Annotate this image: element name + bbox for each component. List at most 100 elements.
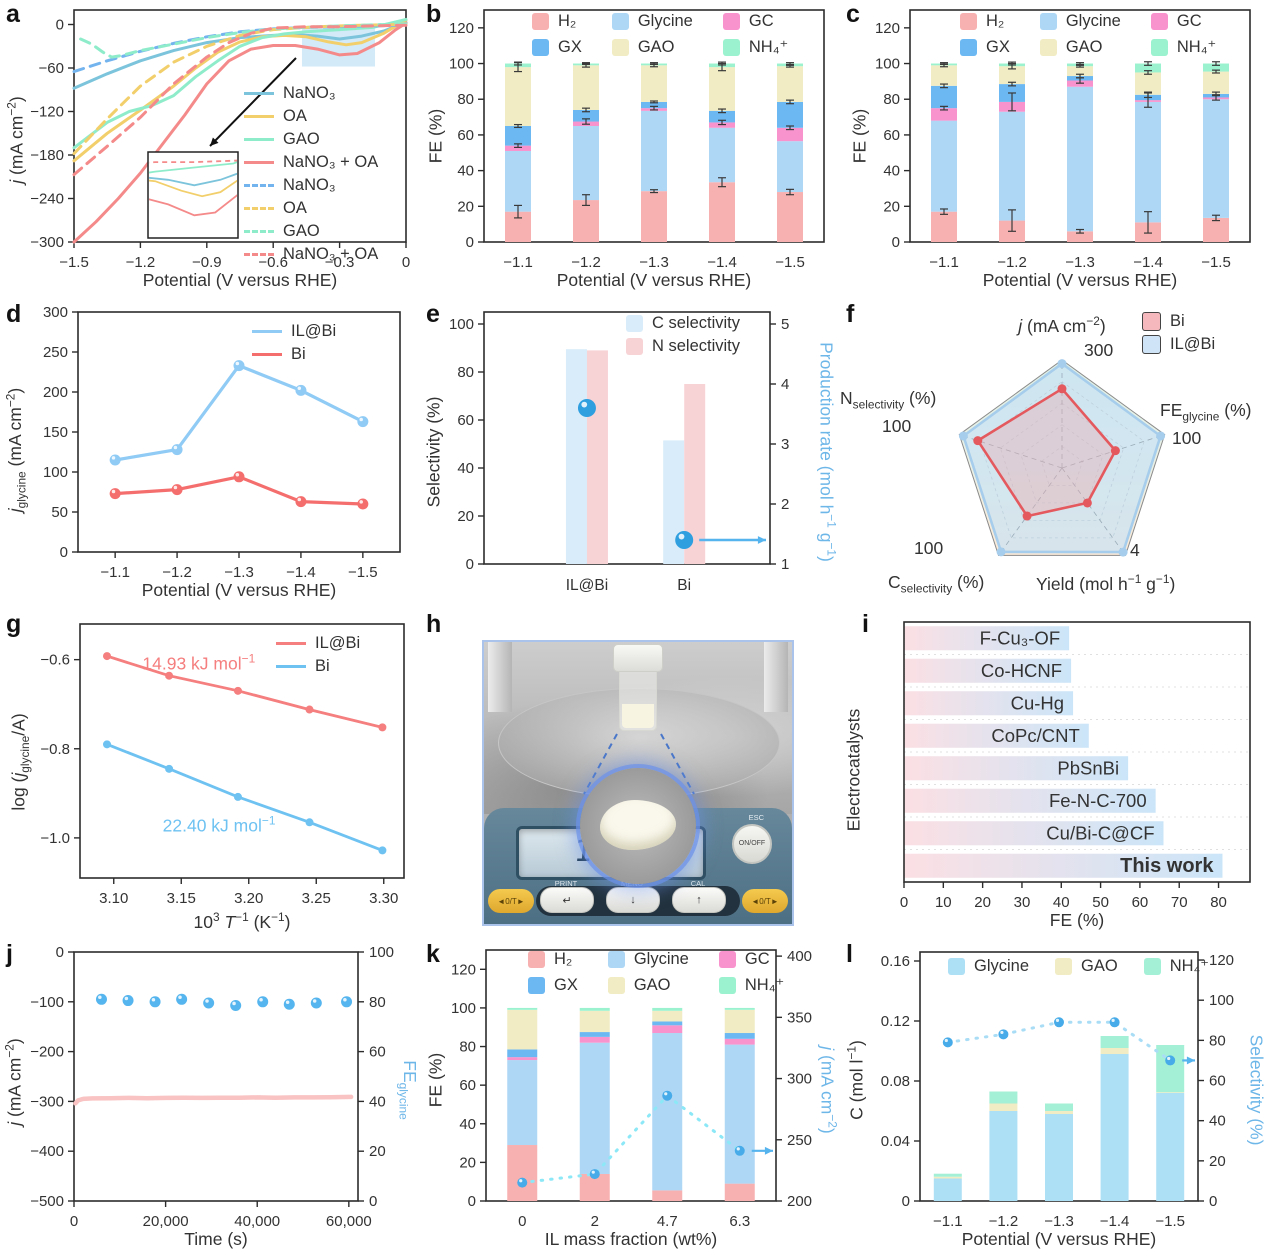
j-x-axis-label: Time (s) — [184, 1229, 248, 1249]
weighing-chamber — [484, 642, 792, 814]
svg-text:20: 20 — [1209, 1153, 1226, 1170]
legend-item: NaNO₃ + OA — [244, 153, 378, 172]
legend-swatch — [1039, 38, 1057, 56]
legend-item: NH₄⁺ — [722, 37, 788, 57]
svg-text:3.25: 3.25 — [302, 890, 331, 907]
svg-text:60: 60 — [457, 127, 474, 144]
svg-text:20: 20 — [974, 894, 991, 911]
svg-text:60,000: 60,000 — [326, 1213, 372, 1230]
svg-text:−1.3: −1.3 — [1065, 254, 1095, 271]
svg-text:100: 100 — [1209, 992, 1234, 1009]
k-right-axis-label: j (mA cm−2) — [817, 1046, 840, 1134]
svg-text:100: 100 — [449, 56, 474, 73]
svg-text:40: 40 — [1053, 894, 1070, 911]
svg-text:40: 40 — [459, 1116, 476, 1133]
panel-a: a −1.5 −1.2 −0.9 −0.6 −0.3 0 0 −60 −120 −180 −240 −… — [0, 0, 420, 300]
chamber-post-right — [764, 642, 788, 712]
d-legend: IL@Bi Bi — [252, 322, 336, 364]
svg-text:60: 60 — [369, 1044, 386, 1061]
legend-item: NaNO₃ + OA — [244, 245, 378, 264]
l-legend: Glycine GAO NH₄⁺ — [948, 956, 1209, 976]
legend-item: C selectivity — [626, 314, 740, 333]
svg-text:60: 60 — [1209, 1073, 1226, 1090]
svg-text:−300: −300 — [30, 234, 64, 251]
legend-swatch — [244, 230, 274, 233]
svg-text:0.08: 0.08 — [881, 1073, 910, 1090]
legend-swatch — [276, 665, 306, 668]
svg-text:0: 0 — [902, 1193, 910, 1210]
sample-vial — [613, 644, 663, 734]
legend-item: H₂ — [532, 12, 582, 31]
svg-text:−500: −500 — [30, 1193, 64, 1210]
panel-letter-b: b — [426, 0, 442, 28]
svg-text:−1.2: −1.2 — [162, 564, 192, 581]
print-label: PRINT — [554, 879, 578, 888]
svg-text:−1.5: −1.5 — [59, 254, 89, 271]
panel-f: f j (mA cm−2) FEglycine (%) Yield (mol h−1… — [840, 300, 1268, 610]
svg-text:PbSnBi: PbSnBi — [1057, 757, 1119, 778]
svg-text:Co-HCNF: Co-HCNF — [981, 660, 1062, 681]
svg-text:−1.2: −1.2 — [997, 254, 1027, 271]
svg-text:0: 0 — [369, 1193, 377, 1210]
chart-d: −1.1 −1.2 −1.3 −1.4 −1.5 0 50 100 150 200 250 300 IL… — [0, 300, 420, 610]
legend-swatch — [532, 38, 549, 56]
svg-text:300: 300 — [787, 1071, 812, 1088]
svg-text:20,000: 20,000 — [143, 1213, 189, 1230]
legend-item: OA — [244, 107, 378, 126]
svg-text:6.3: 6.3 — [729, 1213, 750, 1230]
svg-text:0: 0 — [468, 1193, 476, 1210]
tare-button-left[interactable]: ◄0/T► — [488, 889, 534, 913]
svg-text:20: 20 — [459, 1154, 476, 1171]
cal-button[interactable]: ↑ — [672, 887, 726, 913]
svg-text:40: 40 — [1209, 1113, 1226, 1130]
chart-svg-j: 0 20,000 40,000 60,000 0 −100 −200 −300 −400 −500… — [30, 944, 394, 1230]
svg-text:−1.5: −1.5 — [1155, 1213, 1185, 1230]
legend-swatch — [244, 138, 274, 141]
chart-svg-b: −1.1 −1.2 −1.3 −1.4 −1.5 0 20 40 60 80 100 120 — [449, 9, 825, 271]
svg-text:250: 250 — [43, 344, 68, 361]
chamber-post-left — [488, 642, 512, 712]
svg-text:0.04: 0.04 — [881, 1133, 910, 1150]
svg-text:0: 0 — [402, 254, 410, 271]
j-right-axis-label: FEglycine — [396, 1060, 420, 1120]
svg-text:Cu-Hg: Cu-Hg — [1011, 692, 1064, 713]
legend-item: GX — [528, 975, 578, 995]
f-axis-label-1: FEglycine (%) — [1160, 400, 1252, 424]
menu-button[interactable]: ↓ — [606, 887, 660, 913]
svg-text:120: 120 — [451, 961, 476, 978]
d-y-axis-label: jglycine (mA cm−2) — [3, 387, 29, 513]
legend-swatch — [244, 115, 274, 118]
panel-k: k 0 2 4.7 6.3 0 20 40 60 80 100 120 200 250 300 350 400… — [420, 940, 840, 1259]
svg-text:−0.6: −0.6 — [258, 254, 288, 271]
svg-text:−180: −180 — [30, 147, 64, 164]
i-y-axis-label: Electrocatalysts — [843, 708, 864, 832]
power-button[interactable]: ON/OFF — [732, 824, 772, 864]
svg-text:40: 40 — [883, 163, 900, 180]
chart-svg-g: 3.10 3.15 3.20 3.25 3.30 −0.6 −0.8 −1.0 — [40, 623, 405, 907]
svg-text:−1.4: −1.4 — [1133, 254, 1163, 271]
tare-button-right[interactable]: ◄0/T► — [742, 889, 788, 913]
legend-item: Bi — [252, 345, 336, 364]
cal-label: CAL — [690, 879, 706, 888]
e-right-axis-label: Production rate (mol h−1 g−1) — [816, 342, 839, 562]
svg-text:60: 60 — [459, 1077, 476, 1094]
legend-swatch — [611, 13, 629, 30]
legend-item: N selectivity — [626, 337, 740, 356]
k-y-axis-label: FE (%) — [425, 1052, 446, 1108]
panel-letter-f: f — [846, 300, 855, 328]
svg-text:−300: −300 — [30, 1093, 64, 1110]
legend-item: GC — [1150, 12, 1216, 31]
legend-item: GC — [722, 12, 788, 31]
print-button[interactable]: ↵ — [540, 887, 594, 913]
svg-text:80: 80 — [459, 1039, 476, 1056]
f-axis-max-4: 100 — [882, 416, 912, 436]
legend-item: GAO — [1039, 37, 1121, 57]
legend-item: GC — [718, 950, 784, 969]
svg-text:0: 0 — [466, 234, 474, 251]
panel-b: b −1.1 −1.2 −1.3 −1.4 −1.5 0 20 40 60 80 100 120 Pot… — [420, 0, 840, 300]
panel-g: g 3.10 3.15 3.20 3.25 3.30 −0.6 −0.8 −1.0 14.93 … — [0, 610, 420, 940]
svg-text:300: 300 — [43, 304, 68, 321]
legend-swatch — [626, 338, 643, 355]
svg-text:5: 5 — [781, 316, 789, 333]
